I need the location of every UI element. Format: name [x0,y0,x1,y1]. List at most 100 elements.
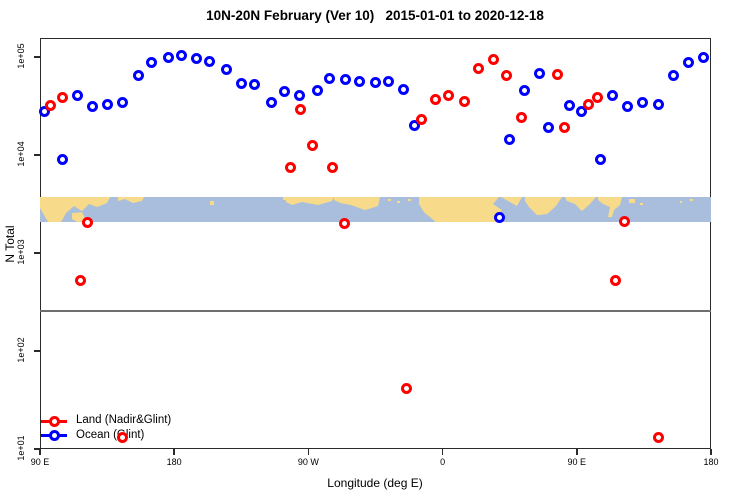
data-point-ocean [607,90,619,102]
chart-title: 10N-20N February (Ver 10) 2015-01-01 to … [206,8,544,23]
data-point-land [285,161,296,173]
data-point-ocean [71,90,83,102]
legend-label-ocean: Ocean (Glint) [76,428,145,441]
legend-label-land: Land (Nadir&Glint) [76,414,172,426]
data-point-ocean [353,76,365,88]
x-tick-label: 0 [440,457,446,467]
y-tick-label: 1e+02 [16,337,26,363]
data-point-ocean [132,69,144,81]
data-point-ocean [621,101,633,113]
y-tick [34,56,40,58]
data-point-ocean [519,85,531,97]
data-point-ocean [116,97,128,109]
x-tick-label: 180 [703,457,719,467]
data-point-ocean [340,73,352,85]
x-tick-label: 90 W [297,457,319,467]
x-tick-label: 180 [166,457,182,467]
data-point-land [583,98,595,110]
data-point-land [295,104,307,116]
x-axis-title: Longitude (deg E) [327,476,423,490]
data-point-land [551,68,563,80]
data-point-ocean [493,212,505,224]
data-point-ocean [668,69,680,81]
data-point-ocean [534,67,546,79]
data-point-ocean [683,57,695,69]
data-point-ocean [398,83,410,95]
data-point-land [653,432,665,444]
data-point-land [472,63,484,75]
x-tick-label: 90 E [567,457,587,467]
data-point-land [559,122,571,134]
y-tick [34,252,40,254]
data-point-ocean [293,90,305,102]
data-point-ocean [220,64,232,76]
data-point-ocean [408,119,420,131]
data-point-land [116,432,128,444]
y-tick [34,448,40,450]
data-point-land [401,383,413,395]
data-point-ocean [38,105,50,117]
data-point-ocean [176,49,188,61]
data-point-land [610,274,622,286]
data-point-land [56,91,68,103]
y-tick [34,350,40,352]
reference-line [40,309,711,312]
data-point-land [44,99,56,111]
data-point-ocean [191,53,203,65]
x-tick [39,449,41,455]
data-point-land [592,91,604,103]
data-point-ocean [56,153,68,165]
legend-symbol-circle-land [48,415,60,427]
data-point-land [326,161,338,173]
data-point-land [443,90,455,102]
x-tick [173,449,175,455]
data-point-land [82,216,94,228]
data-point-land [429,93,441,105]
data-point-ocean [563,99,575,111]
data-point-land [416,114,428,126]
plot-area [40,38,711,449]
data-point-ocean [504,133,516,145]
data-point-ocean [636,97,648,109]
data-point-ocean [265,97,277,109]
y-tick [34,154,40,156]
data-point-ocean [311,84,323,96]
y-tick-label: 1e+03 [16,239,26,265]
data-point-land [459,96,471,108]
x-tick [307,449,310,455]
data-point-ocean [595,153,607,165]
y-tick-label: 1e+04 [16,141,26,167]
data-point-land [307,140,319,151]
data-point-land [487,53,499,65]
data-point-ocean [323,73,335,85]
land-shapes [40,197,693,223]
data-point-ocean [370,76,381,88]
data-point-ocean [86,101,98,113]
data-point-ocean [146,57,158,69]
y-axis-title: N Total [3,225,17,263]
x-tick [576,449,578,455]
data-point-ocean [653,98,665,110]
data-point-ocean [235,77,247,89]
x-tick [441,449,444,455]
data-point-ocean [383,76,395,88]
data-point-land [619,215,630,227]
data-point-land [501,69,513,81]
x-tick-label: 90 E [30,457,50,467]
data-point-ocean [162,52,174,64]
data-point-ocean [575,105,587,117]
y-tick-label: 1e+05 [16,43,26,69]
data-point-land [338,217,350,229]
data-point-land [516,112,528,124]
data-point-ocean [204,56,216,68]
legend-symbol-circle-ocean [48,430,60,441]
data-point-ocean [542,122,554,134]
data-point-ocean [279,86,291,98]
data-point-ocean [101,98,113,110]
data-point-ocean [698,51,710,63]
data-point-land [74,274,86,286]
world-map-band [40,197,711,223]
data-point-ocean [249,79,261,91]
x-tick [710,449,712,455]
